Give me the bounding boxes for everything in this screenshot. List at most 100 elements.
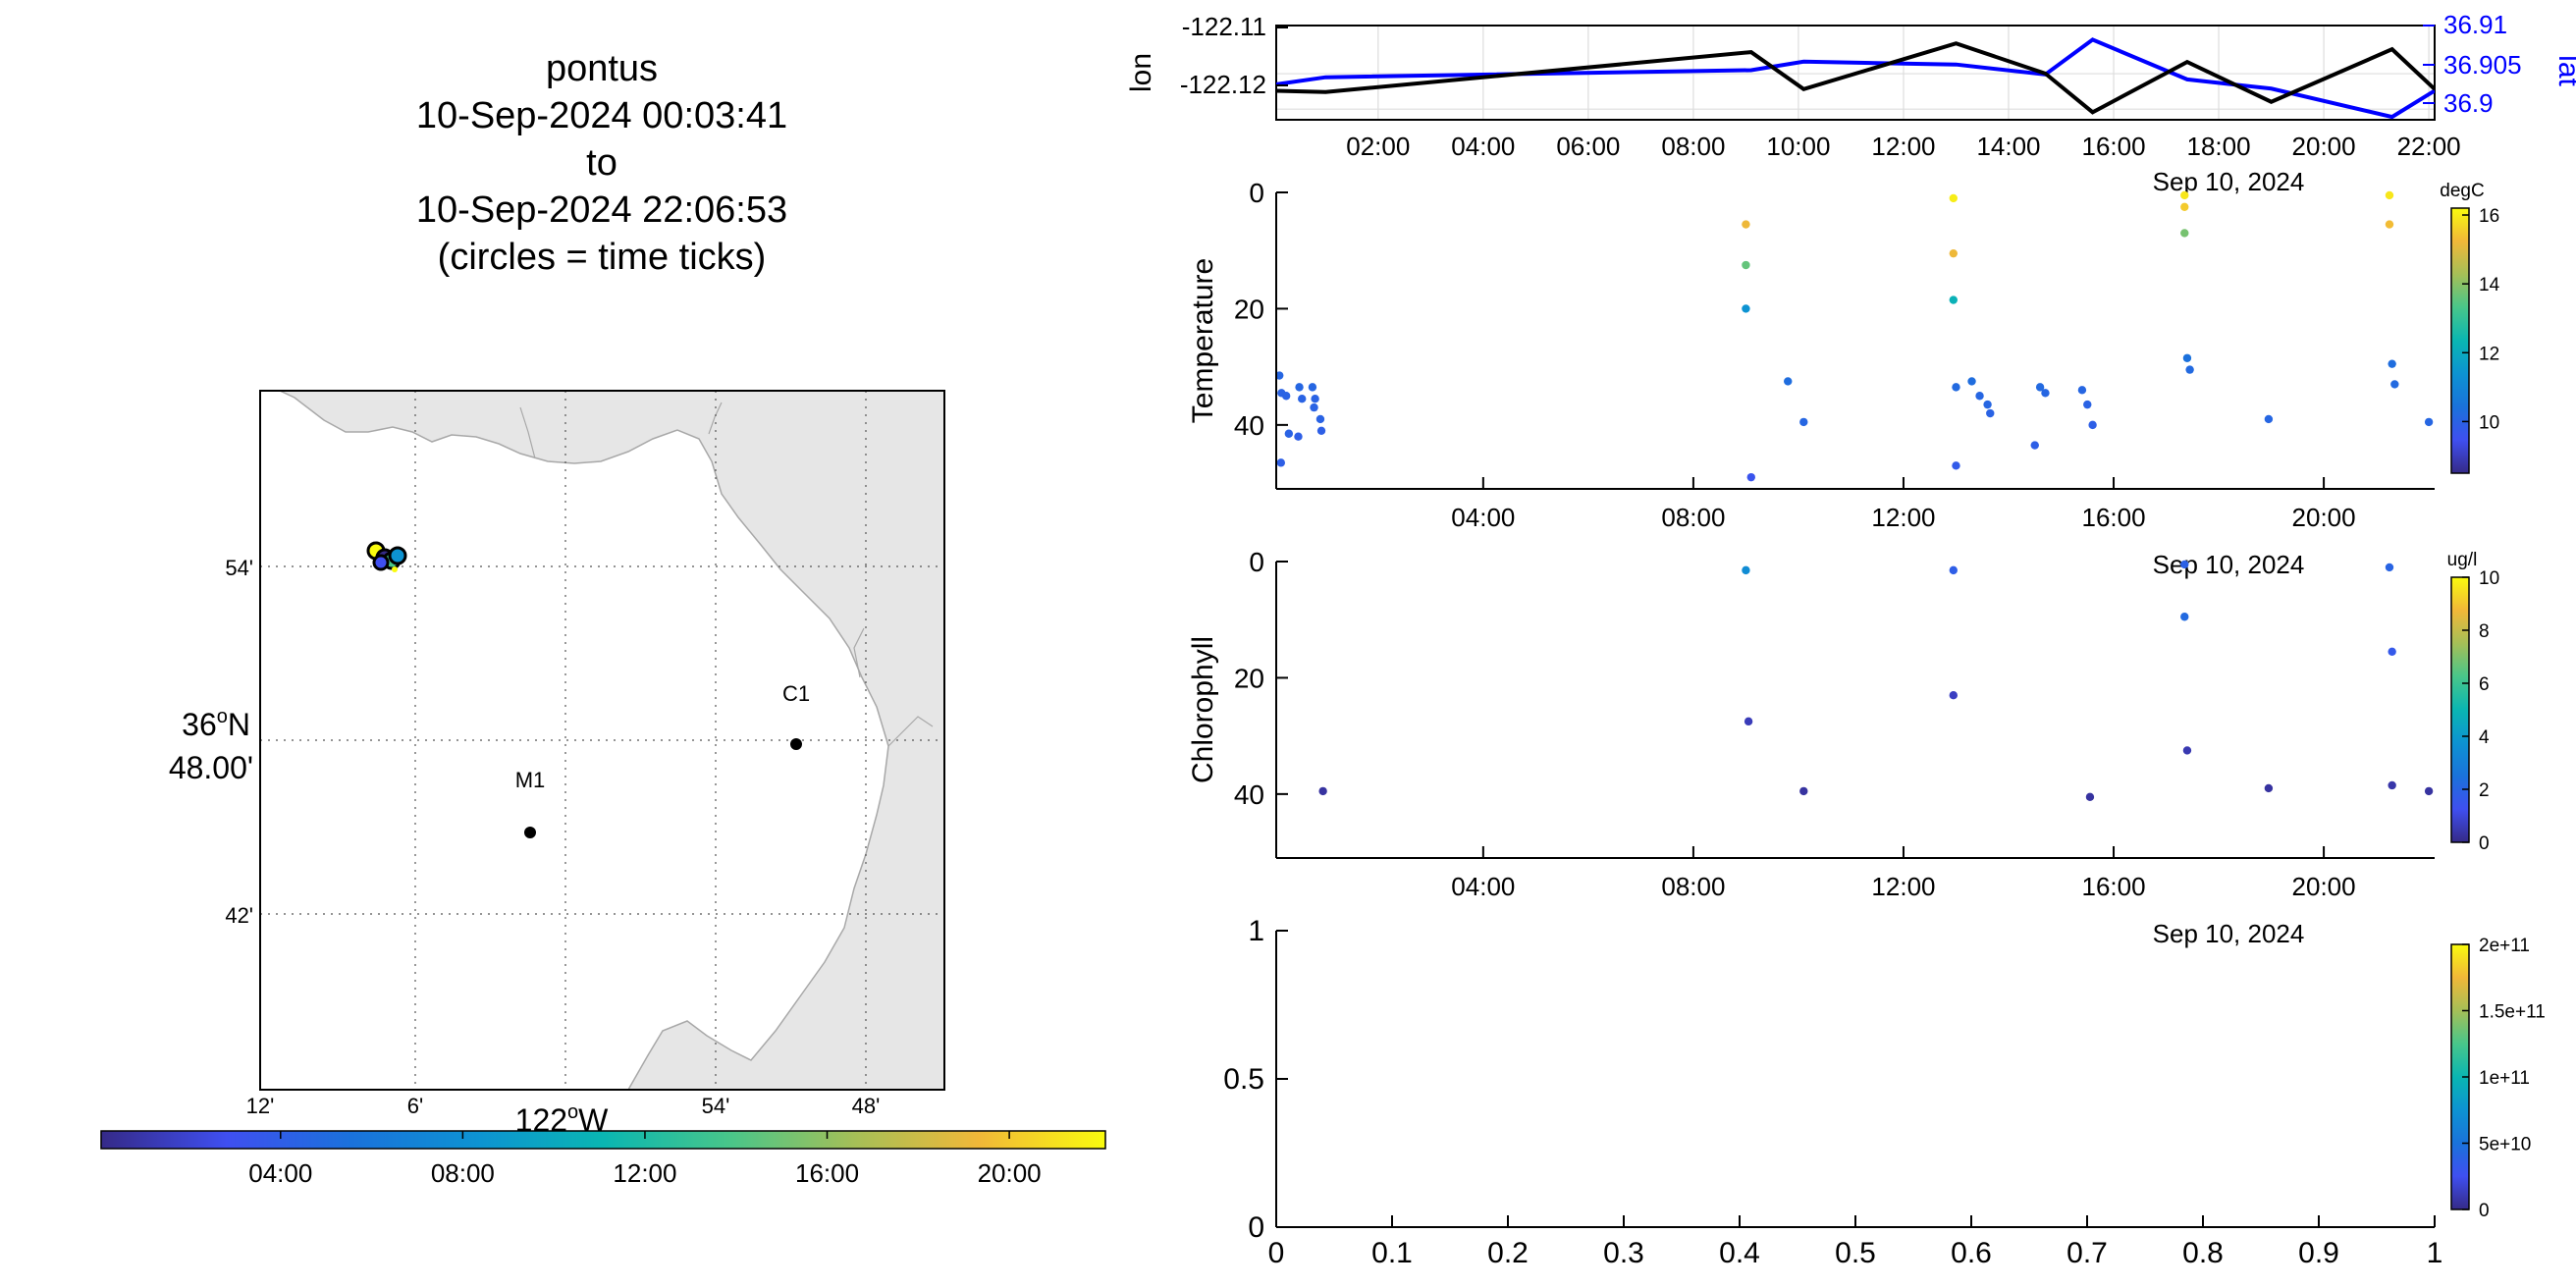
data-point: [1967, 377, 1976, 386]
colorbar-tick-label: 0: [2479, 833, 2490, 854]
colorbar-tick-label: 1.5e+11: [2479, 1002, 2546, 1023]
title-line: pontus: [546, 48, 658, 89]
lonlat-x-tick-label: 06:00: [1556, 132, 1620, 161]
empty-colorbar: 0 5e+10 1e+11 1.5e+11 2e+11: [2450, 936, 2546, 1221]
data-point: [2424, 786, 2434, 796]
x-tick-label: 0: [1268, 1237, 1285, 1269]
x-tick-label: 0.8: [2182, 1237, 2224, 1269]
lonlat-x-tick-label: 08:00: [1661, 132, 1725, 161]
data-point: [2180, 560, 2189, 569]
lon-series-line: [1276, 41, 2435, 115]
data-point: [1799, 786, 1808, 796]
data-point: [1316, 426, 1326, 435]
colorbar-tick-label: 0: [2479, 1201, 2490, 1221]
data-point: [1298, 395, 1307, 403]
data-point: [1983, 400, 1992, 409]
data-point: [1952, 383, 1960, 392]
colorbar-tick-label: 2: [2479, 780, 2490, 801]
station-marker: [524, 827, 536, 838]
chlorophyll-axis-label: Chlorophyll: [1187, 636, 1219, 783]
lonlat-x-tick-label: 22:00: [2397, 132, 2461, 161]
y-tick-label: 0: [1249, 547, 1264, 577]
x-tick-label: 0.3: [1603, 1237, 1644, 1269]
temperature-axis-label: Temperature: [1187, 258, 1219, 423]
map-grid: [260, 391, 944, 1090]
lon-tick-label: 54': [702, 1094, 730, 1118]
y-tick-label: 20: [1234, 294, 1264, 324]
data-point: [1281, 392, 1291, 401]
data-point: [1949, 295, 1959, 304]
data-point: [2085, 792, 2095, 802]
lon-tick-label: 12': [246, 1094, 275, 1118]
x-tick-label: 0.4: [1719, 1237, 1760, 1269]
lat-tick-label: 36.9: [2443, 88, 2494, 118]
data-point: [1949, 565, 1959, 575]
temperature-points: [1275, 190, 2434, 482]
lonlat-x-tick-label: 16:00: [2081, 132, 2145, 161]
x-tick-label: 0.7: [2066, 1237, 2108, 1269]
data-point: [2388, 780, 2396, 790]
y-tick-label: 20: [1234, 663, 1264, 693]
lonlat-axes-frame: [1275, 25, 2436, 121]
data-point: [1975, 392, 1984, 401]
lonlat-date-label: Sep 10, 2024: [2153, 167, 2305, 196]
chlorophyll-colorbar-ticks: 0 2 4 6 8 10: [2462, 568, 2499, 854]
temperature-panel: 0 20 40 04:00 08:00 12:00 16:00 20:00 Temperat…: [1187, 178, 2500, 579]
data-point: [1742, 260, 1750, 270]
y-tick-label: 40: [1234, 410, 1264, 441]
data-point: [1784, 377, 1793, 386]
time-colorbar-gradient: [100, 1130, 1106, 1150]
temperature-colorbar-unit: degC: [2440, 181, 2484, 201]
title-line: 10-Sep-2024 22:06:53: [416, 189, 787, 231]
time-colorbar-ticks: 04:00 08:00 12:00 16:00 20:00: [248, 1131, 1042, 1188]
chlorophyll-colorbar-gradient: [2450, 576, 2470, 843]
lat-series-line: [1276, 37, 2435, 120]
lon-tick-label: 48': [852, 1094, 881, 1118]
y-tick-label: 1: [1248, 915, 1264, 947]
x-tick-label: 16:00: [2081, 503, 2145, 532]
data-point: [1746, 472, 1755, 482]
x-tick-label: 08:00: [1661, 503, 1725, 532]
lat-tick-label: 54': [225, 556, 253, 580]
vehicle-track: [366, 541, 407, 572]
time-colorbar: 04:00 08:00 12:00 16:00 20:00: [100, 1130, 1106, 1188]
data-point: [1742, 304, 1750, 313]
map-lat-labels: 54' 42': [225, 556, 253, 928]
track-time-tick: [372, 554, 390, 571]
x-tick-label: 0.6: [1951, 1237, 1992, 1269]
lon-axis-label: lon: [1125, 53, 1157, 92]
data-point: [1294, 432, 1303, 441]
x-tick-label: 12:00: [1871, 872, 1935, 901]
empty-y-ticks: 00.51: [1223, 915, 1288, 1244]
time-colorbar-tick-label: 04:00: [248, 1158, 312, 1188]
temperature-y-ticks: 0 20 40: [1234, 178, 1288, 441]
lon-tick-label: 6': [407, 1094, 423, 1118]
chlorophyll-colorbar: ug/l 0 2 4 6 8 10: [2447, 550, 2499, 854]
chlorophyll-points: [1318, 560, 2434, 802]
data-point: [1318, 786, 1327, 796]
land-area: [260, 391, 944, 1090]
lon-tick-label: -122.11: [1182, 12, 1266, 41]
lonlat-x-tick-label: 20:00: [2292, 132, 2356, 161]
data-point: [1799, 417, 1808, 427]
colorbar-tick-label: 8: [2479, 621, 2490, 642]
lonlat-x-tick-label: 18:00: [2187, 132, 2251, 161]
time-colorbar-tick-label: 16:00: [795, 1158, 859, 1188]
colorbar-tick-label: 16: [2479, 206, 2499, 227]
data-point: [2077, 386, 2087, 395]
data-point: [1949, 690, 1959, 700]
data-point: [2385, 563, 2394, 572]
data-point: [1742, 565, 1750, 575]
map-title: pontus 10-Sep-2024 00:03:41 to 10-Sep-20…: [416, 48, 787, 278]
data-point: [2385, 220, 2394, 229]
lonlat-x-tick-label: 02:00: [1346, 132, 1410, 161]
lonlat-x-tick-label: 04:00: [1451, 132, 1515, 161]
data-point: [1986, 408, 1995, 418]
time-colorbar-tick-label: 20:00: [978, 1158, 1042, 1188]
lat-tick-label: 36.91: [2443, 10, 2507, 39]
data-point: [2035, 383, 2045, 392]
station-c1: C1: [782, 681, 810, 750]
y-tick-label: 0.5: [1223, 1063, 1264, 1096]
data-point: [1315, 414, 1325, 424]
x-tick-label: 04:00: [1451, 872, 1515, 901]
